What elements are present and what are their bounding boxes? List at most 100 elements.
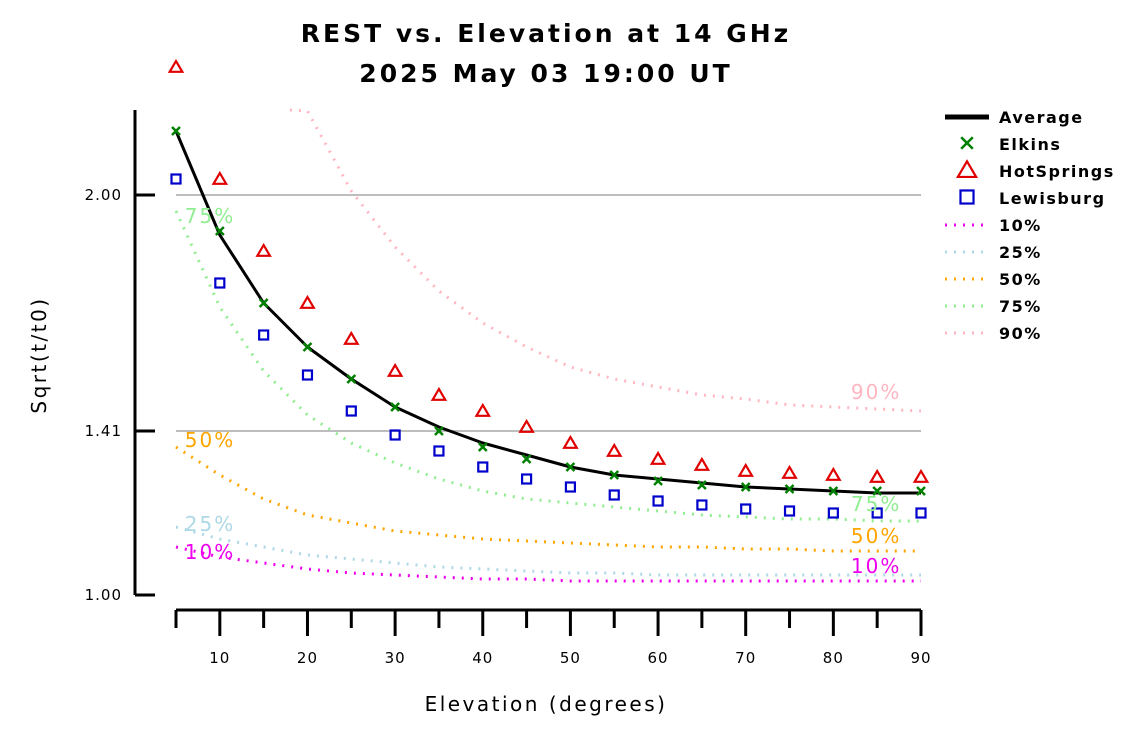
point-elkins-65: [696, 480, 707, 490]
legend-entry-elkins: Elkins: [960, 135, 1060, 154]
point-hotsprings-15: [255, 242, 272, 257]
point-lewisburg-5: [170, 173, 182, 185]
legend-swatch: [960, 136, 974, 150]
percentile-label-6: 50%: [851, 524, 901, 548]
point-elkins-70: [740, 482, 751, 492]
point-hotsprings-35: [430, 386, 448, 401]
x-tick-label-30: 30: [385, 649, 406, 667]
point-lewisburg-55: [608, 489, 620, 501]
legend-swatch: [955, 159, 979, 179]
point-hotsprings-45: [518, 418, 535, 433]
percentile-curves: [174, 108, 922, 583]
percentile-label-7: 10%: [851, 554, 901, 578]
point-elkins-60-b: [653, 476, 663, 486]
legend-entry-50pct: 50%: [945, 270, 1042, 289]
legend-label: Average: [999, 108, 1084, 127]
point-elkins-75-b: [784, 484, 795, 494]
point-elkins-20-b: [302, 342, 313, 352]
legend-label: 75%: [999, 297, 1042, 316]
y-axis-label: Sqrt(t/t0): [27, 296, 51, 413]
legend-entry-10pct: 10%: [945, 216, 1042, 235]
percentile-label-3: 10%: [185, 540, 235, 564]
legend-swatch: [959, 189, 975, 205]
point-elkins-5: [171, 126, 181, 136]
legend-entry-lewisburg: Lewisburg: [959, 189, 1106, 208]
point-elkins-75: [784, 484, 795, 494]
legend-label: HotSprings: [999, 162, 1115, 181]
legend-entry-average: Average: [945, 108, 1084, 127]
point-lewisburg-20: [301, 369, 314, 381]
point-lewisburg-40: [477, 461, 489, 473]
point-lewisburg-90: [915, 507, 927, 519]
percentile-label-0: 75%: [185, 204, 235, 228]
y-tick-label-1: 1.41: [85, 422, 122, 440]
point-elkins-90-b: [916, 486, 926, 496]
point-hotsprings-55: [606, 442, 623, 457]
point-elkins-70-b: [740, 482, 751, 492]
x-axis-label: Elevation (degrees): [425, 692, 668, 716]
x-tick-label-40: 40: [472, 649, 493, 667]
percentile-label-5: 75%: [851, 492, 901, 516]
legend-label: 10%: [999, 216, 1042, 235]
point-elkins-5-b: [171, 126, 181, 136]
point-elkins-80: [828, 486, 839, 496]
point-elkins-15-b: [258, 298, 269, 308]
x-tick-label-90: 90: [910, 649, 931, 667]
point-lewisburg-25: [345, 405, 357, 417]
point-elkins-40: [477, 442, 488, 452]
point-hotsprings-40: [474, 402, 491, 417]
point-elkins-65-b: [696, 480, 707, 490]
legend-entry-75pct: 75%: [945, 297, 1042, 316]
x-tick-label-10: 10: [209, 649, 230, 667]
chart-title: REST vs. Elevation at 14 GHz: [301, 19, 791, 48]
point-elkins-15: [258, 298, 269, 308]
point-elkins-35: [434, 426, 444, 436]
x-axis-ticks: 10 20 30 40 50 60 70 80 90: [174, 610, 931, 667]
point-elkins-25: [346, 374, 357, 384]
point-hotsprings-70: [737, 462, 754, 477]
legend-entry-hotsprings: HotSprings: [955, 159, 1115, 181]
gridlines: [176, 194, 921, 432]
legend-entry-90pct: 90%: [945, 324, 1040, 343]
point-lewisburg-75: [783, 505, 796, 517]
series-10pct: [175, 545, 921, 583]
point-hotsprings-90: [912, 468, 930, 483]
series-50pct: [175, 445, 921, 553]
x-tick-label-20: 20: [297, 649, 318, 667]
point-elkins-45: [521, 454, 532, 464]
point-elkins-30: [390, 402, 401, 412]
point-elkins-80-b: [828, 486, 839, 496]
point-elkins-10: [214, 226, 225, 236]
legend-label: Lewisburg: [999, 189, 1106, 208]
legend-label: 50%: [999, 270, 1042, 289]
point-lewisburg-60: [652, 495, 664, 507]
percentile-label-4: 90%: [851, 380, 901, 404]
point-lewisburg-10: [214, 277, 226, 289]
series-75pct: [174, 210, 921, 523]
x-tick-label-60: 60: [648, 649, 669, 667]
point-elkins-25-b: [346, 374, 357, 384]
legend-label: 25%: [999, 243, 1042, 262]
point-elkins-85-b: [872, 486, 883, 496]
point-elkins-40-b: [477, 442, 488, 452]
point-hotsprings-50: [562, 434, 579, 449]
legend: Average Elkins HotSprings Lewisburg 10% 25% 50…: [945, 108, 1115, 343]
legend-entry-25pct: 25%: [945, 243, 1042, 262]
point-lewisburg-30: [389, 429, 401, 441]
point-elkins-30-b: [390, 402, 401, 412]
point-elkins-90: [916, 486, 926, 496]
y-axis-ticks: 1.00 1.41 2.00: [85, 186, 155, 604]
point-hotsprings-75: [781, 464, 798, 479]
point-elkins-55: [609, 470, 620, 480]
point-hotsprings-20: [299, 294, 316, 309]
point-lewisburg-15: [258, 329, 270, 341]
point-lewisburg-70: [740, 503, 752, 515]
chart-subtitle: 2025 May 03 19:00 UT: [359, 59, 732, 88]
point-hotsprings-80: [825, 466, 842, 481]
x-tick-label-50: 50: [560, 649, 581, 667]
point-elkins-35-b: [434, 426, 444, 436]
point-hotsprings-85: [868, 468, 886, 483]
percentile-label-2: 25%: [185, 512, 235, 536]
series-25pct: [175, 525, 921, 577]
